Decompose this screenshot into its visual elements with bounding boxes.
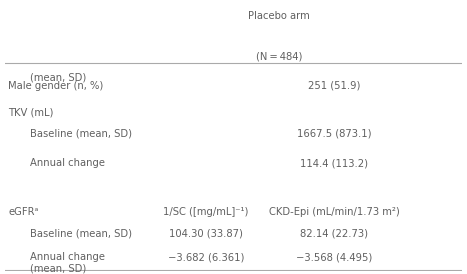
Text: 1/SC ([mg/mL]⁻¹): 1/SC ([mg/mL]⁻¹) <box>163 207 249 217</box>
Text: 82.14 (22.73): 82.14 (22.73) <box>300 228 368 238</box>
Text: −3.568 (4.495): −3.568 (4.495) <box>296 252 372 262</box>
Text: −3.682 (6.361): −3.682 (6.361) <box>168 252 244 262</box>
Text: 114.4 (113.2): 114.4 (113.2) <box>300 158 368 169</box>
Text: 104.30 (33.87): 104.30 (33.87) <box>169 228 243 238</box>
Text: (N = 484): (N = 484) <box>256 51 303 61</box>
Text: Baseline (mean, SD): Baseline (mean, SD) <box>30 129 132 139</box>
Text: (mean, SD): (mean, SD) <box>30 263 86 273</box>
Text: CKD-Epi (mL/min/1.73 m²): CKD-Epi (mL/min/1.73 m²) <box>269 207 400 217</box>
Text: Baseline (mean, SD): Baseline (mean, SD) <box>30 228 132 238</box>
Text: Annual change: Annual change <box>30 158 105 169</box>
Text: Annual change: Annual change <box>30 252 105 262</box>
Text: Placebo arm: Placebo arm <box>248 11 310 21</box>
Text: 251 (51.9): 251 (51.9) <box>308 81 361 91</box>
Text: Male gender (n, %): Male gender (n, %) <box>8 81 104 91</box>
Text: TKV (mL): TKV (mL) <box>8 107 54 118</box>
Text: eGFRᵃ: eGFRᵃ <box>8 207 39 217</box>
Text: (mean, SD): (mean, SD) <box>30 73 86 82</box>
Text: 1667.5 (873.1): 1667.5 (873.1) <box>297 129 371 139</box>
